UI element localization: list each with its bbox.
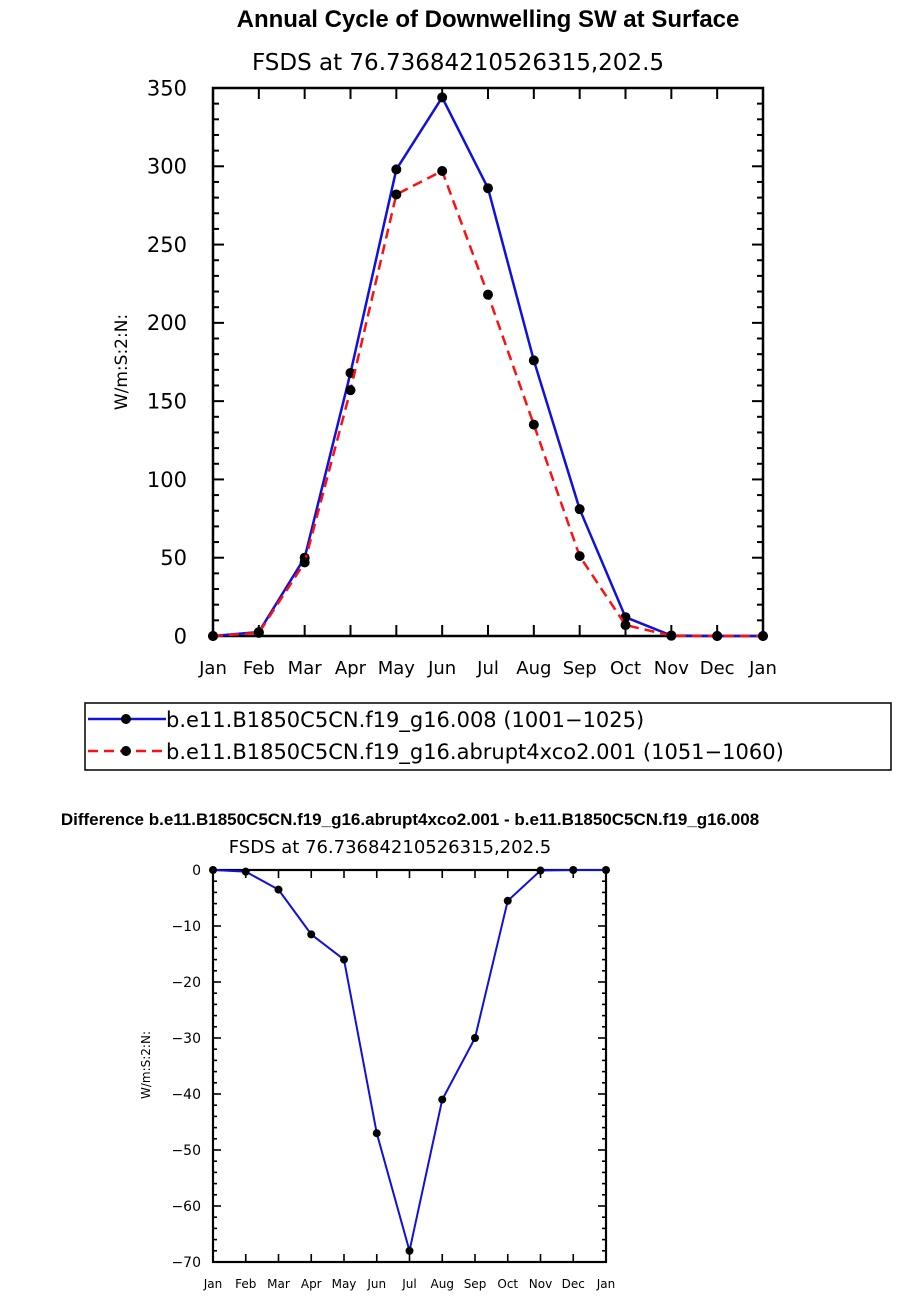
x-tick-label: Jan [203,1277,223,1291]
legend-marker-0 [121,714,131,724]
x-tick-label: Mar [288,658,323,679]
x-tick-label: Feb [243,658,275,679]
data-point [483,183,493,194]
x-tick-label: Jan [596,1277,616,1291]
data-point [253,627,264,638]
chart-annual-cycle: Annual Cycle of Downwelling SW at Surfac… [84,6,892,771]
x-tick-label: Jul [476,658,499,679]
y-tick-label: −20 [171,975,201,991]
chart-difference: Difference b.e11.B1850C5CN.f19_g16.abrup… [61,810,759,1291]
data-point [299,557,310,568]
data-point [208,631,218,641]
data-point [528,419,539,430]
y-tick-label: 50 [160,546,187,570]
x-tick-label: Aug [431,1277,454,1291]
data-point [602,866,610,874]
series-line-0 [212,869,606,1252]
x-tick-label: Nov [654,658,689,679]
y-tick-label: 0 [192,863,201,879]
data-point [274,885,283,894]
y-tick-label: 0 [174,624,187,648]
chart1-axes: 0 50 100 150 200 250 300 350 Jan Feb Mar Apr May Jun J… [147,76,777,679]
x-tick-label: Apr [335,658,367,679]
x-tick-label: Dec [562,1277,585,1291]
x-tick-label: Sep [563,658,597,679]
data-point [712,631,723,641]
data-point [666,630,677,641]
data-point [307,930,316,939]
data-point [391,189,402,200]
y-tick-label: −50 [171,1143,201,1159]
x-tick-label: Jan [198,658,227,679]
legend-label-1: b.e11.B1850C5CN.f19_g16.abrupt4xco2.001 … [166,740,784,765]
x-tick-label: Jul [401,1277,416,1291]
data-point [758,631,768,641]
x-tick-label: Nov [529,1277,552,1291]
x-tick-label: Jan [748,658,777,679]
y-tick-label: 250 [147,233,187,257]
data-point [391,164,402,175]
data-point [471,1034,479,1042]
data-point [209,866,217,874]
legend-box [84,702,892,771]
data-point [483,289,493,300]
y-tick-label: 300 [147,155,187,179]
x-tick-label: Oct [610,658,641,679]
data-point [345,385,356,396]
data-point [574,551,585,562]
x-tick-label: May [378,658,416,679]
chart2-subtitle: FSDS at 76.73684210526315,202.5 [229,837,552,858]
data-point [620,620,631,631]
data-point [503,896,512,905]
y-tick-label: 100 [147,468,187,492]
legend-label-0: b.e11.B1850C5CN.f19_g16.008 (1001−1025) [166,708,644,733]
x-tick-label: Apr [301,1277,322,1291]
plot-frame [211,868,608,1264]
chart1-ylabel: W/m:S:2:N: [112,314,132,410]
y-tick-label: 350 [147,76,187,100]
chart2-series [209,866,610,1255]
x-tick-label: Oct [497,1277,518,1291]
data-point [372,1129,381,1138]
data-point [437,92,448,103]
data-point [536,866,545,875]
x-tick-label: Feb [235,1277,256,1291]
data-point [241,867,250,876]
x-tick-label: Sep [464,1277,487,1291]
x-tick-label: May [332,1277,357,1291]
y-tick-label: 150 [147,389,187,413]
y-tick-label: −10 [171,919,201,935]
chart2-title: Difference b.e11.B1850C5CN.f19_g16.abrup… [61,810,759,829]
series-line-1 [212,169,763,638]
y-tick-label: 200 [147,311,187,335]
series-line-0 [212,96,763,638]
chart1-legend: b.e11.B1850C5CN.f19_g16.008 (1001−1025) b… [84,702,892,771]
data-point [574,504,585,515]
chart1-series [208,92,768,641]
data-point [438,1095,447,1104]
data-point [569,866,578,874]
x-tick-label: Aug [516,658,551,679]
legend-marker-1 [121,746,131,756]
data-point [405,1246,414,1255]
y-tick-label: −40 [171,1087,201,1103]
x-tick-label: Jun [366,1277,386,1291]
y-tick-label: −60 [171,1199,201,1215]
y-tick-label: −30 [171,1031,201,1047]
chart2-ylabel: W/m:S:2:N: [139,1031,153,1099]
plot-frame [211,86,765,638]
chart1-title: Annual Cycle of Downwelling SW at Surfac… [237,6,740,33]
data-point [437,165,448,176]
y-tick-label: −70 [171,1255,201,1271]
x-tick-label: Jun [427,658,456,679]
data-point [340,955,348,964]
chart1-subtitle: FSDS at 76.73684210526315,202.5 [252,50,664,76]
x-tick-label: Dec [700,658,735,679]
x-tick-label: Mar [267,1277,290,1291]
data-point [528,355,539,366]
